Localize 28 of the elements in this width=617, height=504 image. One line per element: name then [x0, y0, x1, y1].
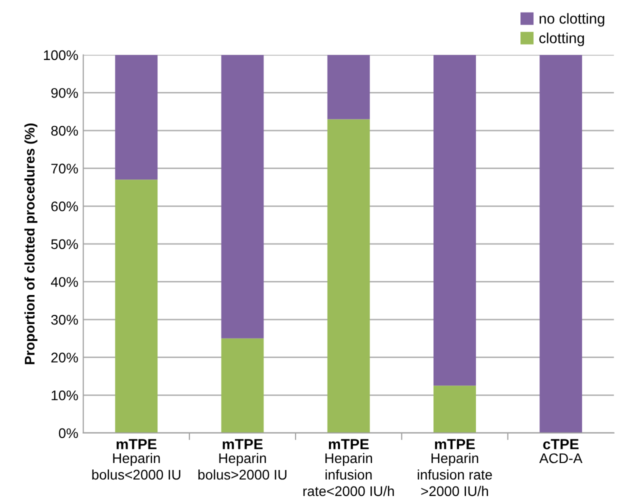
y-tick-label: 50%: [51, 239, 78, 250]
y-tick-label: 0%: [58, 428, 78, 438]
y-axis-title: Proportion of clotted procedures (%): [24, 123, 38, 364]
y-tick-label: 80%: [51, 126, 78, 136]
bar: [221, 338, 264, 433]
y-tick-label: 90%: [51, 88, 78, 98]
bar: [221, 54, 264, 338]
x-tick-label: mTPE Heparin bolus<2000 IU: [92, 439, 180, 480]
legend-label: no clotting: [540, 13, 604, 27]
y-tick-label: 10%: [52, 390, 78, 400]
legend-label: clotting: [539, 32, 584, 46]
y-tick-label: 60%: [51, 201, 78, 212]
bar: [115, 180, 158, 433]
bar: [540, 54, 582, 433]
x-tick-label: mTPE Heparin infusion rate >2000 IU/h: [418, 439, 492, 496]
x-tick-label: mTPE Heparin bolus>2000 IU: [198, 439, 286, 480]
y-tick-label: 40%: [50, 277, 78, 287]
y-tick-label: 70%: [51, 164, 78, 174]
bar: [115, 54, 158, 180]
y-tick-label: 20%: [51, 352, 78, 363]
y-tick-label: 100%: [44, 50, 78, 60]
x-tick-label: mTPE Heparin infusion rate<2000 IU/h: [303, 439, 394, 496]
y-tick-label: 30%: [51, 314, 78, 325]
bar: [434, 54, 476, 386]
x-tick-label: cTPE ACD-A: [539, 439, 582, 464]
bar: [434, 386, 476, 433]
bar: [327, 119, 370, 433]
bar: [327, 54, 370, 120]
